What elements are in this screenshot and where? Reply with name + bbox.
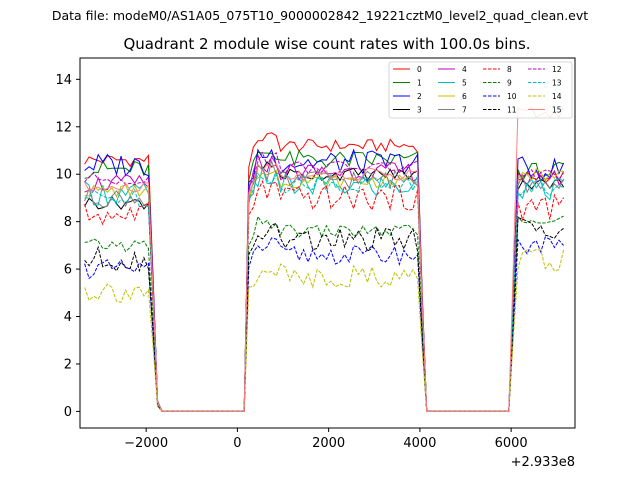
y-tick-label: 0 [64,405,72,420]
legend-label-3: 3 [417,106,422,115]
data-file-label: Data file: modeM0/AS1A05_075T10_90000028… [52,8,588,23]
legend-label-0: 0 [417,65,422,74]
legend-label-15: 15 [552,106,562,115]
legend-label-12: 12 [552,65,562,74]
y-tick-label: 2 [64,357,72,372]
legend-label-11: 11 [507,106,517,115]
x-offset-label: +2.933e8 [511,455,575,470]
y-tick-label: 14 [55,73,72,88]
x-tick-label: 2000 [312,436,345,451]
y-tick-label: 4 [64,310,72,325]
series-line-15 [84,106,565,412]
y-axis: 0 2 4 6 8 10 12 14 [55,73,80,420]
legend-label-9: 9 [507,79,512,88]
legend-label-7: 7 [462,106,467,115]
legend-label-6: 6 [462,92,467,101]
y-tick-label: 10 [55,168,72,183]
y-tick-label: 6 [64,263,72,278]
legend-label-13: 13 [552,79,562,88]
legend-label-10: 10 [507,92,517,101]
chart-title: Quadrant 2 module wise count rates with … [123,35,530,53]
plot-area [84,106,565,412]
x-tick-label: 4000 [403,436,436,451]
x-tick-label: 0 [233,436,241,451]
legend-label-4: 4 [462,65,467,74]
legend-box [388,61,573,119]
y-tick-label: 12 [55,120,72,135]
x-tick-label: 6000 [495,436,528,451]
x-tick-label: −2000 [124,436,168,451]
legend-label-1: 1 [417,79,422,88]
legend-label-5: 5 [462,79,467,88]
axes-frame [79,57,576,429]
y-tick-label: 8 [64,215,72,230]
x-axis: −2000 0 2000 4000 6000 [124,428,528,451]
legend-label-8: 8 [507,65,512,74]
legend-label-14: 14 [552,92,562,101]
legend-label-2: 2 [417,92,422,101]
